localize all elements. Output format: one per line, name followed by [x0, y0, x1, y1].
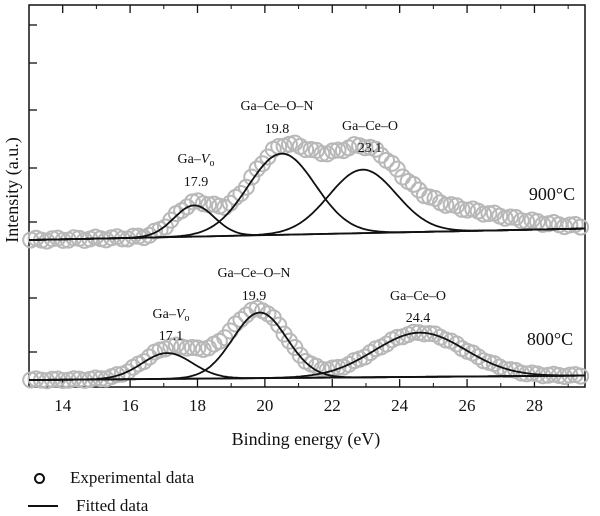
experimental-point: [178, 339, 196, 357]
panel-temperature-label: 900°C: [529, 184, 575, 204]
experimental-point: [356, 139, 374, 157]
experimental-point: [313, 145, 331, 163]
experimental-point: [194, 195, 212, 213]
experimental-point: [248, 160, 266, 178]
x-tick-label: 16: [122, 396, 139, 415]
peak-name-label: Ga–Ce–O: [342, 119, 398, 134]
x-tick-label: 14: [54, 396, 72, 415]
legend-experimental: Experimental data: [28, 468, 194, 488]
fitted-peak-curve: [29, 331, 585, 381]
experimental-point: [291, 346, 309, 364]
experimental-point: [297, 141, 315, 159]
fitted-line-icon: [28, 505, 58, 507]
experimental-point: [329, 358, 347, 376]
peak-value-label: 19.9: [242, 289, 267, 304]
experimental-point: [237, 178, 255, 196]
y-axis-label: Intensity (a.u.): [2, 137, 23, 242]
x-tick-label: 22: [324, 396, 341, 415]
peak-name-label: Ga–Vo: [178, 152, 215, 169]
experimental-point: [135, 353, 153, 371]
peak-name-label: Ga–Ce–O–N: [217, 266, 290, 281]
peak-name-label: Ga–Vo: [153, 307, 190, 324]
experimental-point: [372, 146, 390, 164]
experimental-point: [361, 344, 379, 362]
peak-value-label: 24.4: [406, 311, 431, 326]
experimental-point: [329, 141, 347, 159]
fitted-peak-curve: [29, 152, 585, 241]
experimental-marker-icon: [34, 472, 45, 484]
x-tick-label: 18: [189, 396, 206, 415]
experimental-point: [108, 366, 126, 384]
experimental-point: [453, 200, 471, 218]
panel-temperature-label: 800°C: [527, 329, 573, 349]
plot-frame: [28, 4, 586, 388]
experimental-point: [437, 196, 455, 214]
experimental-point: [404, 175, 422, 193]
experimental-point: [356, 348, 374, 366]
experimental-point: [502, 208, 520, 226]
legend-experimental-label: Experimental data: [70, 468, 195, 487]
experimental-point: [54, 231, 72, 249]
peak-name-label: Ga–Ce–O: [390, 289, 446, 304]
x-tick-label: 20: [256, 396, 273, 415]
x-tick-label: 24: [391, 396, 409, 415]
peak-value-label: 19.8: [265, 122, 290, 137]
experimental-point: [475, 205, 493, 223]
legend-fitted-label: Fitted data: [76, 496, 149, 515]
experimental-point: [65, 229, 83, 247]
experimental-point: [534, 215, 552, 233]
experimental-point: [572, 218, 590, 236]
peak-name-label: Ga–Ce–O–N: [240, 99, 313, 114]
legend-fitted: Fitted data: [28, 496, 148, 516]
peak-value-label: 23.1: [358, 141, 383, 156]
experimental-point: [367, 140, 385, 158]
experimental-point: [383, 154, 401, 172]
fitted-peak-curve: [29, 168, 585, 241]
experimental-point: [270, 316, 288, 334]
x-tick-label: 28: [526, 396, 543, 415]
experimental-point: [183, 338, 201, 356]
x-tick-label: 26: [459, 396, 476, 415]
experimental-point: [480, 205, 498, 223]
x-axis-label: Binding energy (eV): [232, 429, 381, 450]
peak-value-label: 17.1: [159, 329, 184, 344]
experimental-point: [388, 328, 406, 346]
experimental-point: [561, 216, 579, 234]
peak-value-label: 17.9: [184, 175, 209, 190]
experimental-point: [324, 142, 342, 160]
experimental-point: [512, 212, 530, 230]
